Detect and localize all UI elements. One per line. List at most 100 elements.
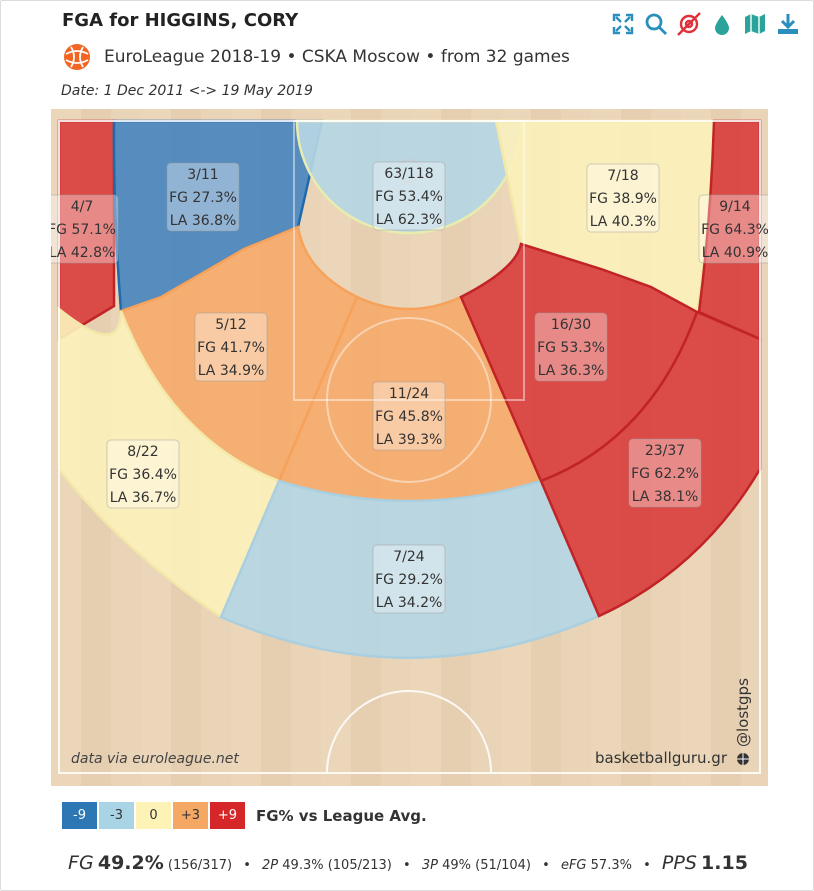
site-credit: basketballguru.gr xyxy=(595,749,728,767)
zone-league-avg: LA 36.8% xyxy=(170,213,237,229)
zone-fg: FG 53.3% xyxy=(537,340,605,356)
legend-swatch: -9 xyxy=(61,801,98,830)
rim xyxy=(397,159,421,183)
zone-league-avg: LA 62.3% xyxy=(376,212,443,228)
paint-lane xyxy=(293,120,525,401)
label-background xyxy=(628,438,702,508)
zone-label-left-wing-three: 8/22 FG 36.4% LA 36.7% xyxy=(106,439,180,509)
zone-fg: FG 29.2% xyxy=(375,572,443,588)
fg-pct: 49.2% xyxy=(97,852,164,874)
zone-fg: FG 45.8% xyxy=(375,409,443,425)
summary-stats: FG 49.2% (156/317) • 2P 49.3% (105/213) … xyxy=(68,852,748,874)
zone-label-right-corner-three: 9/14 FG 64.3% LA 40.9% xyxy=(698,194,768,264)
toolbar xyxy=(610,11,801,37)
zone-labels: 4/7 FG 57.1% LA 42.8% 3/11 FG 27.3% LA 36.8% 6… xyxy=(51,161,768,614)
drop-icon[interactable] xyxy=(709,11,735,37)
map-icon[interactable] xyxy=(742,11,768,37)
pps-label: PPS xyxy=(661,852,697,874)
two-value: 49.3% (105/213) xyxy=(282,858,392,873)
zone-league-avg: LA 36.7% xyxy=(110,490,177,506)
two-label: 2P xyxy=(262,858,279,873)
zone-league-avg: LA 39.3% xyxy=(376,432,443,448)
zone-attempts: 8/22 xyxy=(127,444,158,460)
zone-league-avg: LA 40.9% xyxy=(702,245,768,261)
label-background xyxy=(534,312,608,382)
legend-swatch: 0 xyxy=(135,801,172,830)
zone-fg: FG 38.9% xyxy=(589,191,657,207)
zone-fg: FG 62.2% xyxy=(631,466,699,482)
legend: -9 -3 0 +3 +9 FG% vs League Avg. xyxy=(61,801,427,830)
zone-label-left-corner-three: 4/7 FG 57.1% LA 42.8% xyxy=(51,194,119,264)
court-lines xyxy=(58,120,761,774)
subtitle: EuroLeague 2018-19 • CSKA Moscow • from … xyxy=(104,47,570,67)
pps-value: 1.15 xyxy=(701,852,748,874)
zone-fg: FG 36.4% xyxy=(109,467,177,483)
center-circle xyxy=(326,690,492,774)
label-background xyxy=(166,162,240,232)
date-range: Date: 1 Dec 2011 <-> 19 May 2019 xyxy=(61,83,313,99)
label-background xyxy=(51,194,119,264)
search-icon[interactable] xyxy=(643,11,669,37)
zone-attempts: 23/37 xyxy=(645,443,685,459)
zone-label-center-mid-range: 11/24 FG 45.8% LA 39.3% xyxy=(372,381,446,451)
zone-attempts: 5/12 xyxy=(215,317,246,333)
efg-value: 57.3% xyxy=(590,858,632,873)
zone-attempts: 3/11 xyxy=(187,167,218,183)
fg-count: (156/317) xyxy=(167,858,233,873)
zone-league-avg: LA 42.8% xyxy=(51,245,115,261)
zone-league-avg: LA 40.3% xyxy=(590,214,657,230)
zone-league-avg: LA 36.3% xyxy=(538,363,605,379)
free-throw-circle xyxy=(326,317,492,483)
zone-attempts: 63/118 xyxy=(384,166,433,182)
zone-attempts: 9/14 xyxy=(719,199,751,215)
zone-label-left-short-baseline: 3/11 FG 27.3% LA 36.8% xyxy=(166,162,240,232)
zone-fg: FG 27.3% xyxy=(169,190,237,206)
zone-top-key-three xyxy=(219,479,601,659)
label-background xyxy=(372,544,446,614)
shot-chart: 4/7 FG 57.1% LA 42.8% 3/11 FG 27.3% LA 36.8% 6… xyxy=(51,109,768,786)
zone-attempts: 11/24 xyxy=(389,386,429,402)
expand-icon[interactable] xyxy=(610,11,636,37)
label-background xyxy=(106,439,180,509)
data-credit: data via euroleague.net xyxy=(71,751,239,767)
baseline-frame xyxy=(58,120,761,774)
legend-swatch: +3 xyxy=(172,801,209,830)
zone-fg: FG 53.4% xyxy=(375,189,443,205)
download-icon[interactable] xyxy=(775,11,801,37)
label-background xyxy=(194,312,268,382)
legend-caption: FG% vs League Avg. xyxy=(256,806,427,825)
zone-league-avg: LA 34.9% xyxy=(198,363,265,379)
zone-attempts: 16/30 xyxy=(551,317,591,333)
label-background xyxy=(372,381,446,451)
zone-layer xyxy=(57,119,762,659)
zone-label-top-key-three: 7/24 FG 29.2% LA 34.2% xyxy=(372,544,446,614)
zone-label-right-mid-range: 16/30 FG 53.3% LA 36.3% xyxy=(534,312,608,382)
zone-league-avg: LA 34.2% xyxy=(376,595,443,611)
zone-label-right-short-baseline: 7/18 FG 38.9% LA 40.3% xyxy=(586,163,660,233)
three-value: 49% (51/104) xyxy=(442,858,531,873)
hide-icon[interactable] xyxy=(676,11,702,37)
zone-left-wing-three xyxy=(57,306,281,619)
watermark: @lostgps xyxy=(734,678,752,747)
efg-label: eFG xyxy=(560,858,587,873)
zone-attempts: 4/7 xyxy=(71,199,94,215)
zone-right-wing-three xyxy=(539,310,762,618)
subtitle-row: EuroLeague 2018-19 • CSKA Moscow • from … xyxy=(63,43,570,71)
zone-attempts: 7/18 xyxy=(607,168,638,184)
legend-swatch: +9 xyxy=(209,801,246,830)
fg-label: FG xyxy=(68,852,94,874)
basketball-icon xyxy=(737,753,749,765)
label-background xyxy=(586,163,660,233)
label-background xyxy=(372,161,446,231)
zone-fg: FG 57.1% xyxy=(51,222,116,238)
zone-label-right-wing-three: 23/37 FG 62.2% LA 38.1% xyxy=(628,438,702,508)
zone-attempts: 7/24 xyxy=(393,549,425,565)
zone-fg: FG 41.7% xyxy=(197,340,265,356)
zone-fg: FG 64.3% xyxy=(701,222,768,238)
chart-title: FGA for HIGGINS, CORY xyxy=(62,10,299,31)
legend-swatch: -3 xyxy=(98,801,135,830)
three-label: 3P xyxy=(421,858,438,873)
zone-label-restricted-area: 63/118 FG 53.4% LA 62.3% xyxy=(372,161,446,231)
zone-league-avg: LA 38.1% xyxy=(632,489,699,505)
